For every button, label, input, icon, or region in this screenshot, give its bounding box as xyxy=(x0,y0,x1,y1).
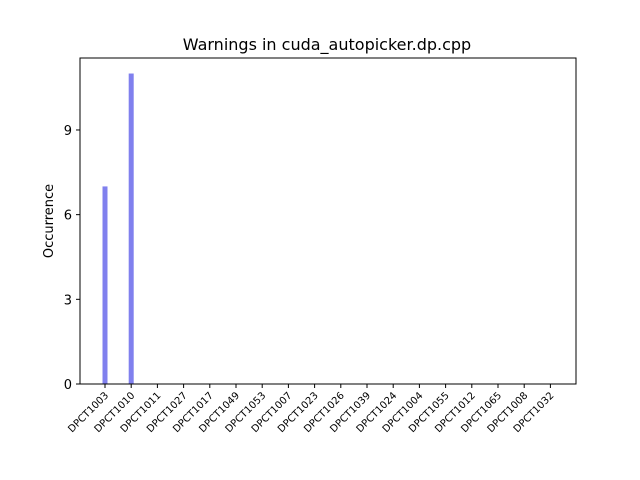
y-tick-label: 3 xyxy=(64,293,72,308)
chart-title: Warnings in cuda_autopicker.dp.cpp xyxy=(183,35,471,55)
bar-dpct1010 xyxy=(128,73,134,385)
y-tick-label: 6 xyxy=(64,209,72,224)
plot-area-frame xyxy=(79,57,577,385)
y-tick-label: 0 xyxy=(64,378,72,393)
y-axis-label: Occurrence xyxy=(42,184,57,258)
bars-group xyxy=(102,73,134,385)
x-axis-ticks: DPCT1003DPCT1010DPCT1011DPCT1027DPCT1017… xyxy=(66,384,557,435)
y-tick-label: 9 xyxy=(64,124,72,139)
bar-dpct1003 xyxy=(102,186,108,384)
y-axis-ticks: 0 3 6 9 xyxy=(64,124,80,393)
